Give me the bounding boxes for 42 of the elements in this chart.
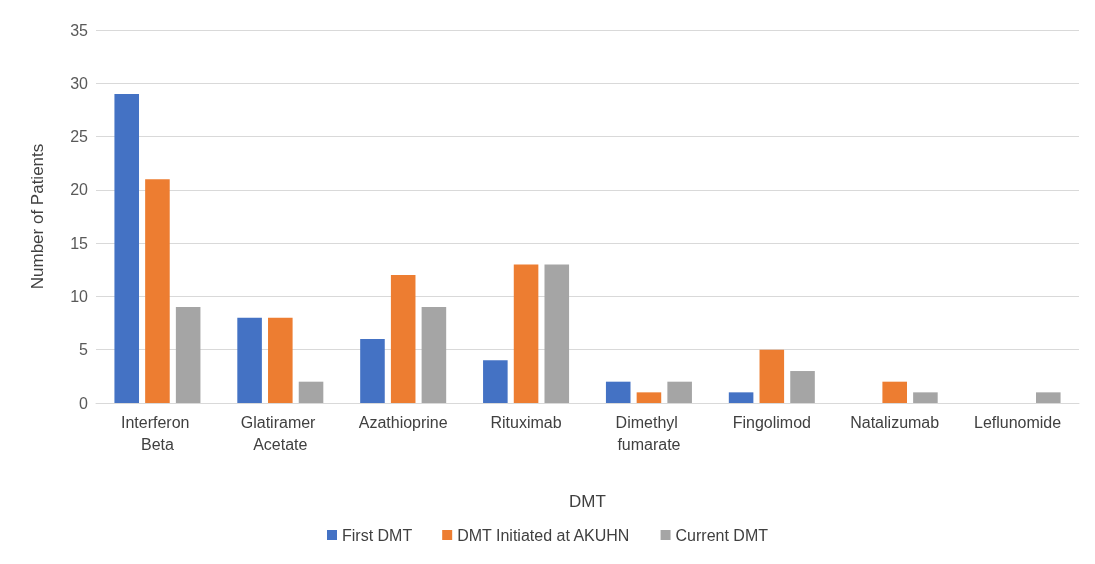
bar — [882, 381, 907, 403]
x-tick-label: Azathioprine — [358, 413, 448, 431]
y-tick-label: 20 — [70, 181, 89, 199]
y-tick-label: 10 — [70, 287, 89, 305]
bar — [667, 381, 692, 403]
y-tick-label: 30 — [70, 74, 89, 92]
y-tick-label: 0 — [79, 394, 89, 412]
x-tick-label: Natalizumab — [850, 413, 940, 431]
bar — [759, 349, 785, 403]
y-tick-label: 15 — [70, 234, 89, 252]
legend-label: First DMT — [341, 526, 413, 544]
bar — [145, 179, 170, 403]
x-tick-label: Leflunomide — [973, 413, 1062, 431]
x-tick-label: Glatiramer Acetate — [240, 413, 320, 453]
bar — [1035, 392, 1061, 403]
bar — [790, 371, 815, 403]
bar — [390, 275, 416, 403]
bar — [605, 381, 631, 403]
x-axis-title: DMT — [569, 492, 606, 511]
y-tick-label: 25 — [70, 128, 89, 146]
y-tick-label: 35 — [70, 21, 89, 39]
x-tick-label: Dimethyl fumarate — [615, 413, 683, 453]
x-tick-label: Rituximab — [490, 413, 562, 431]
y-tick-label: 5 — [79, 341, 89, 359]
y-axis-title: Number of Patients — [28, 143, 47, 290]
legend-label: Current DMT — [675, 526, 769, 544]
bar — [360, 339, 385, 403]
bar — [483, 360, 508, 403]
x-tick-label: Interferon Beta — [120, 413, 194, 453]
bar — [636, 392, 662, 403]
bar — [298, 381, 324, 403]
bar — [913, 392, 938, 403]
bar — [237, 317, 262, 403]
bar — [421, 307, 447, 403]
bar — [544, 264, 570, 403]
x-tick-label: Fingolimod — [732, 413, 811, 431]
bar — [728, 392, 754, 403]
bar — [513, 264, 539, 403]
bar — [175, 307, 201, 403]
bar — [268, 317, 293, 403]
bar — [114, 93, 140, 403]
legend-label: DMT Initiated at AKUHN — [457, 526, 630, 544]
